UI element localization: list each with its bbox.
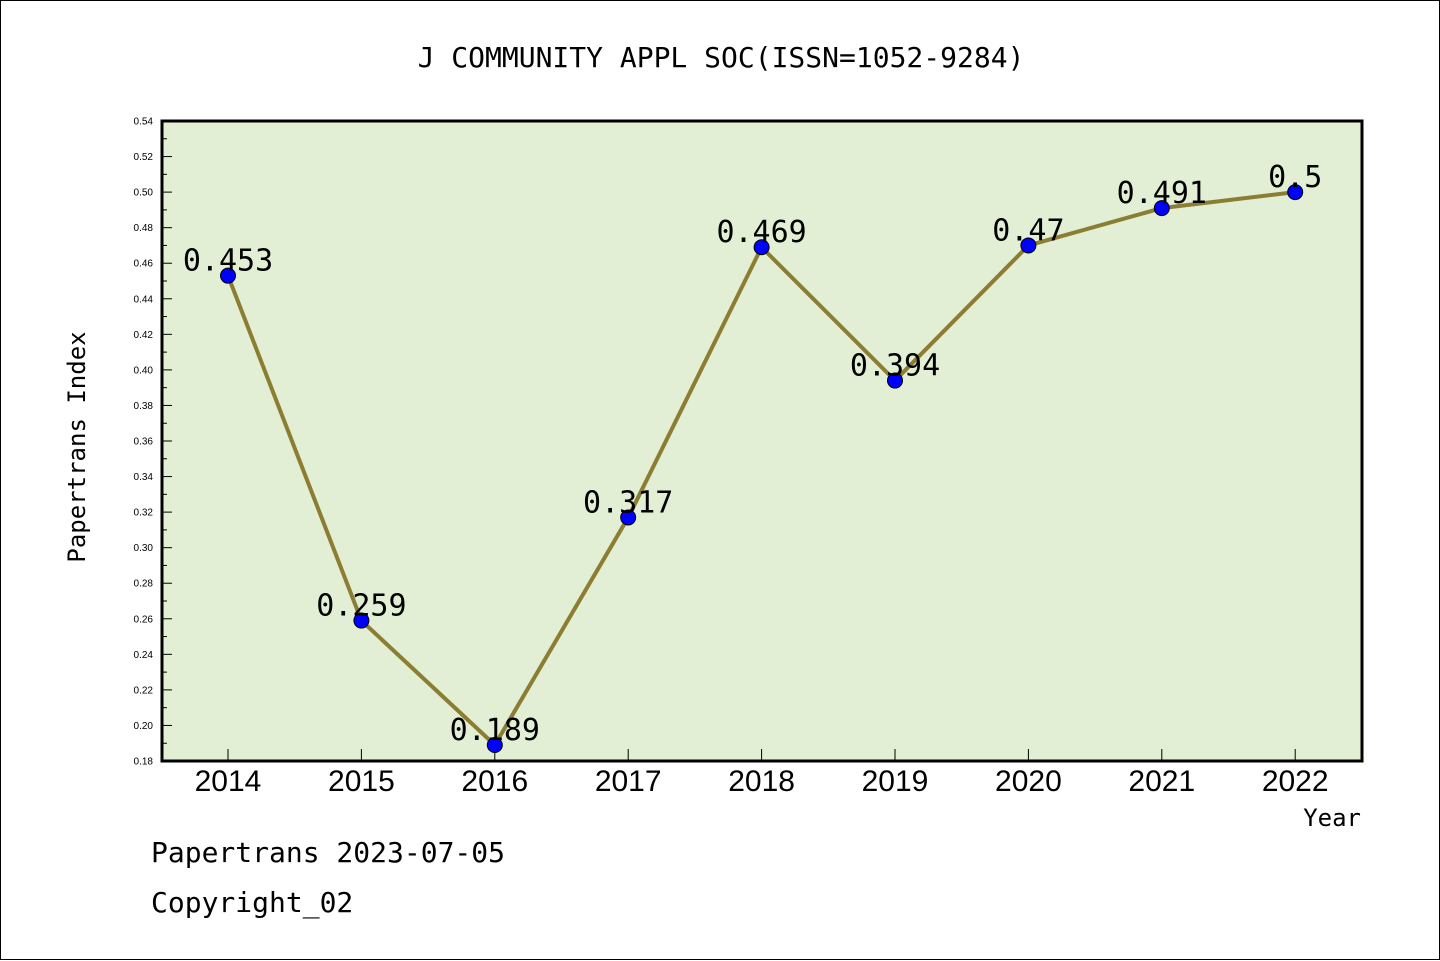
y-tick-label: 0.30 — [134, 543, 154, 554]
y-tick-label: 0.24 — [134, 650, 154, 661]
data-label: 0.5 — [1268, 160, 1322, 195]
y-tick-label: 0.50 — [134, 188, 154, 199]
data-point — [486, 737, 503, 753]
y-tick-label: 0.38 — [134, 401, 154, 412]
x-tick-label: 2020 — [995, 765, 1062, 798]
y-tick-label: 0.52 — [134, 152, 154, 163]
footer-date: Papertrans 2023-07-05 — [151, 836, 506, 869]
x-tick-label: 2022 — [1262, 765, 1329, 798]
y-tick-label: 0.36 — [134, 437, 154, 448]
x-axis-label: Year — [1303, 804, 1361, 832]
y-tick-label: 0.42 — [134, 330, 154, 341]
x-tick-label: 2014 — [195, 765, 262, 798]
y-tick-label: 0.18 — [134, 757, 154, 768]
data-label: 0.491 — [1117, 176, 1207, 211]
y-tick-label: 0.54 — [134, 117, 154, 128]
y-axis-ticks: 0.18 0.20 0.22 0.24 0.26 0.28 0.30 0.32 0.34 0.36… — [134, 117, 172, 768]
data-label: 0.394 — [850, 349, 940, 384]
y-axis-label: Papertrans Index — [63, 331, 91, 562]
x-tick-label: 2016 — [461, 765, 528, 798]
y-tick-label: 0.26 — [134, 614, 154, 625]
data-label: 0.453 — [183, 244, 273, 279]
data-point — [220, 267, 236, 284]
x-axis-ticks: 2014 2015 2016 2017 2018 2019 2020 2021 2022 — [195, 749, 1329, 798]
series-group: 0.453 0.259 0.189 0.317 0.469 0.394 0.47 0.491 0… — [183, 160, 1322, 753]
data-label: 0.469 — [716, 215, 806, 250]
data-point — [753, 239, 770, 256]
y-tick-label: 0.40 — [134, 365, 154, 376]
data-point — [620, 509, 637, 526]
y-tick-label: 0.20 — [134, 721, 154, 732]
data-point — [1287, 184, 1304, 201]
chart-title: J COMMUNITY APPL SOC(ISSN=1052-9284) — [418, 41, 1025, 74]
data-label: 0.47 — [992, 213, 1064, 248]
x-tick-label: 2021 — [1128, 765, 1195, 798]
plot-area — [160, 119, 1364, 763]
data-point — [353, 612, 370, 629]
x-tick-label: 2015 — [328, 765, 395, 798]
y-tick-label: 0.28 — [134, 579, 154, 590]
data-point — [1020, 237, 1037, 254]
y-tick-label: 0.22 — [134, 685, 154, 696]
x-tick-label: 2019 — [862, 765, 929, 798]
data-point — [1153, 200, 1170, 217]
data-point — [887, 372, 903, 389]
footer-copyright: Copyright_02 — [151, 886, 354, 919]
y-tick-label: 0.48 — [134, 223, 154, 234]
y-tick-label: 0.34 — [134, 472, 154, 483]
y-tick-label: 0.32 — [134, 508, 154, 519]
y-tick-label: 0.46 — [134, 259, 154, 270]
x-tick-label: 2018 — [728, 765, 795, 798]
data-label: 0.259 — [316, 589, 406, 624]
data-label: 0.189 — [450, 713, 540, 748]
y-tick-label: 0.44 — [134, 294, 154, 305]
data-label: 0.317 — [583, 485, 673, 520]
x-tick-label: 2017 — [595, 765, 662, 798]
